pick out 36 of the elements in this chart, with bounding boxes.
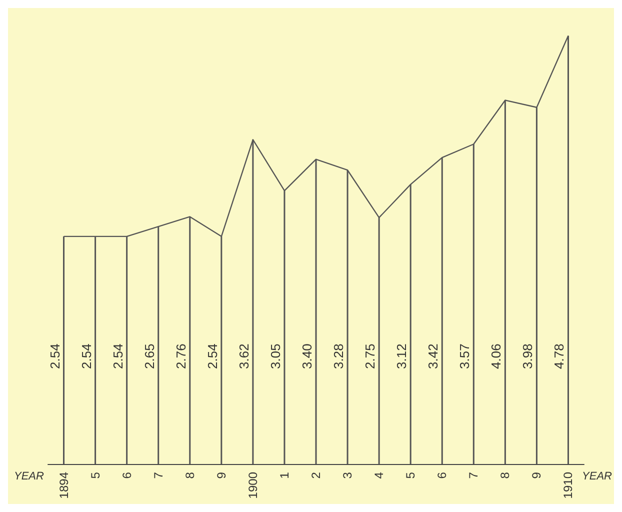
text: YEAR	[14, 470, 44, 482]
x-tick-label: 9	[214, 472, 228, 479]
x-tick-label: 9	[530, 472, 544, 479]
x-tick-label: 1	[277, 472, 292, 479]
x-tick-label: 6	[120, 472, 134, 479]
x-tick-label: 5	[88, 472, 102, 479]
x-tick-label: 8	[182, 472, 197, 479]
x-tick-label: 8	[498, 472, 512, 479]
x-tick-label: 1900	[246, 472, 260, 499]
data-label: 3.40	[300, 344, 314, 369]
data-label: 4.78	[552, 344, 567, 369]
data-label: 3.42	[426, 344, 441, 369]
data-label: 2.54	[204, 344, 220, 369]
data-label: 3.28	[331, 344, 346, 369]
data-label: 3.57	[457, 344, 472, 369]
x-tick-label: 7	[466, 472, 481, 479]
data-label: 2.54	[110, 344, 126, 369]
x-tick-label: 2	[309, 472, 323, 479]
data-label: 3.98	[520, 344, 536, 369]
x-tick-label: 4	[372, 472, 386, 479]
data-label: 3.05	[268, 344, 283, 369]
data-label: 4.06	[488, 344, 504, 369]
data-label: 2.54	[78, 344, 94, 369]
x-tick-label: 6	[435, 472, 450, 479]
data-label: 2.75	[362, 344, 378, 369]
data-label: 2.76	[173, 344, 188, 369]
x-tick-label: 3	[340, 472, 355, 479]
x-tick-label: 5	[404, 472, 418, 479]
x-tick-label: 1910	[561, 472, 576, 499]
data-label: 2.65	[142, 344, 157, 369]
data-label: 2.54	[47, 344, 62, 369]
x-tick-label: 1894	[56, 472, 71, 499]
x-tick-label: 7	[151, 472, 166, 479]
x-axis-title: YEAR	[582, 470, 612, 482]
data-label: 3.62	[236, 344, 252, 369]
data-label: 3.12	[394, 344, 410, 369]
